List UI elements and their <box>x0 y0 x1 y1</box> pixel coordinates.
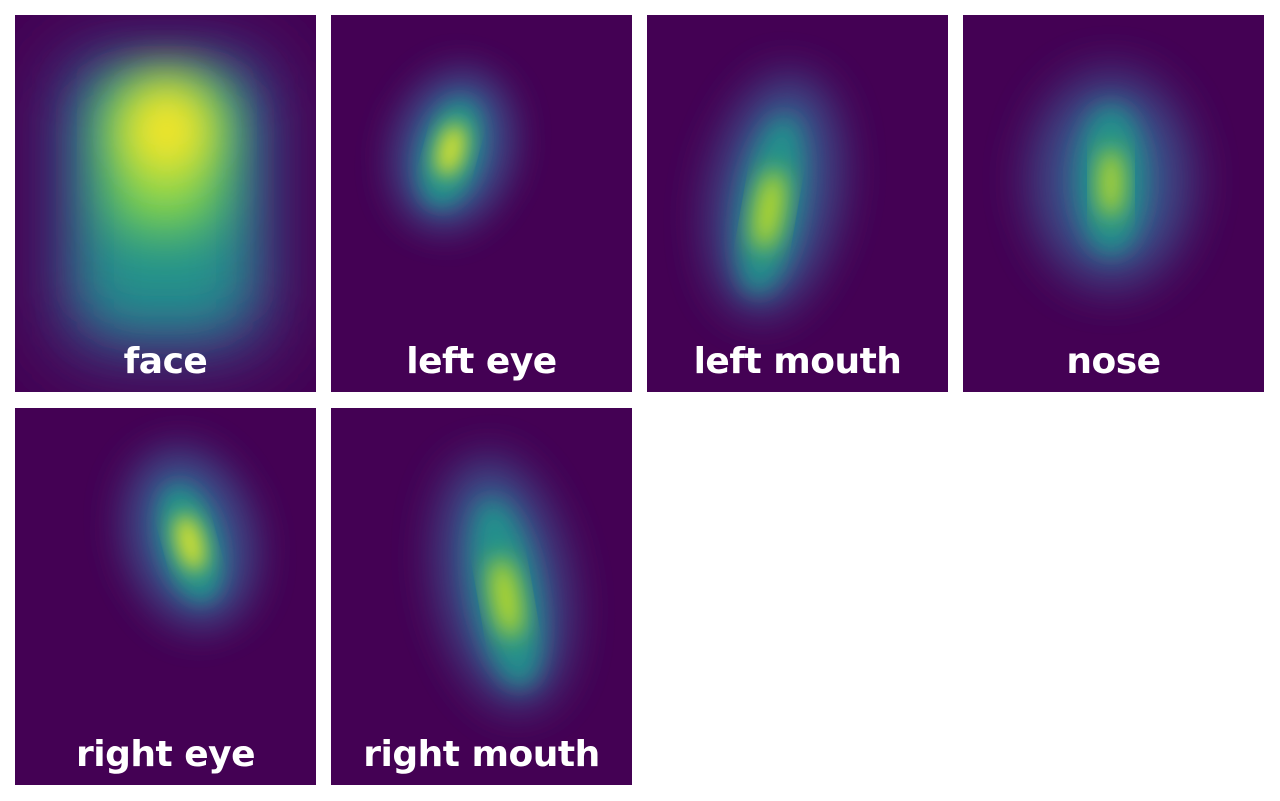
left-eye-density-peak <box>435 122 467 178</box>
heatmap-panel-right-mouth: right mouth <box>331 408 632 785</box>
nose-heatmap <box>963 15 1264 392</box>
panel-title-right-mouth: right mouth <box>363 734 600 775</box>
heatmap-panel-nose: nose <box>963 15 1264 392</box>
face-density-peak <box>122 80 212 180</box>
left-mouth-heatmap <box>647 15 948 392</box>
heatmap-panel-face: face <box>15 15 316 392</box>
right-mouth-heatmap <box>331 408 632 785</box>
right-mouth-density-peak <box>490 556 522 640</box>
panel-title-nose: nose <box>1066 341 1161 382</box>
heatmap-panel-left-mouth: left mouth <box>647 15 948 392</box>
panel-title-left-mouth: left mouth <box>693 341 902 382</box>
heatmap-panel-left-eye: left eye <box>331 15 632 392</box>
nose-density-peak <box>1099 147 1123 219</box>
panel-title-left-eye: left eye <box>406 341 557 382</box>
heatmap-panel-right-eye: right eye <box>15 408 316 785</box>
panel-title-right-eye: right eye <box>75 734 256 775</box>
panel-title-face: face <box>123 341 208 382</box>
left-mouth-density-peak <box>753 168 785 252</box>
left-eye-heatmap <box>331 15 632 392</box>
right-eye-density-peak <box>174 513 206 573</box>
face-heatmap <box>15 15 316 392</box>
right-eye-heatmap <box>15 408 316 785</box>
